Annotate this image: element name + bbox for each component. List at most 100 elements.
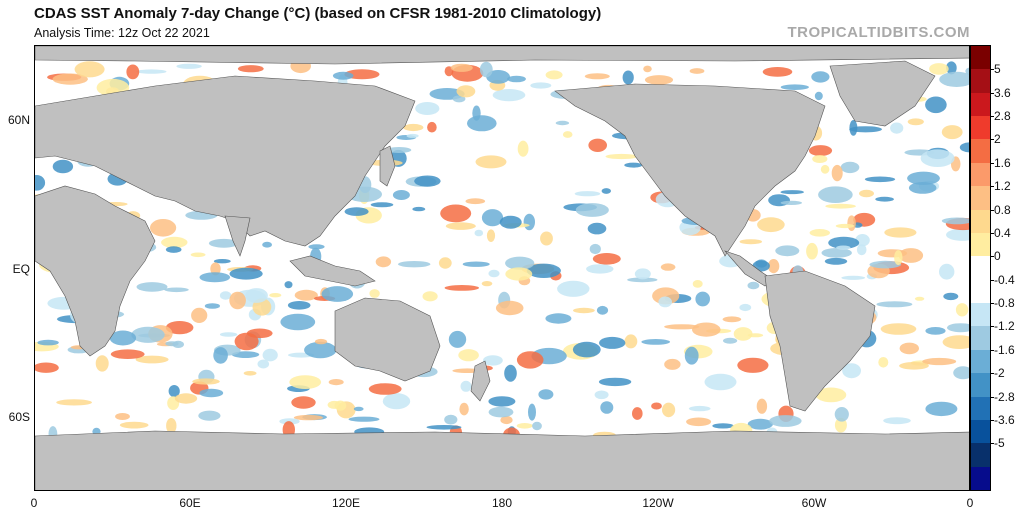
anomaly-patch (234, 332, 259, 351)
anomaly-patch (624, 334, 638, 349)
anomaly-patch (946, 61, 957, 75)
anomaly-patch (74, 61, 105, 78)
anomaly-patch (314, 338, 328, 345)
anomaly-patch (507, 75, 526, 83)
anomaly-patch (213, 259, 231, 264)
anomaly-patch (444, 414, 458, 425)
anomaly-patch (869, 260, 902, 269)
anomaly-patch (332, 71, 354, 80)
colorbar-tick (991, 303, 994, 305)
anomaly-patch (849, 126, 882, 133)
anomaly-patch (192, 378, 220, 385)
anomaly-patch (894, 250, 903, 266)
anomaly-patch (504, 364, 517, 382)
anomaly-patch (594, 390, 609, 400)
lon-label-120e: 120E (331, 496, 361, 510)
anomaly-patch (348, 416, 380, 422)
anomaly-patch (780, 190, 804, 195)
anomaly-patch (370, 202, 394, 208)
anomaly-patch (662, 402, 676, 418)
anomaly-patch (545, 70, 563, 80)
anomaly-patch (488, 269, 500, 278)
anomaly-patch (692, 280, 703, 288)
colorbar-segment (971, 373, 990, 398)
anomaly-patch (505, 256, 535, 270)
anomaly-patch (780, 200, 802, 205)
colorbar-label: 1.6 (994, 155, 1011, 170)
colorbar-segment (971, 232, 990, 257)
arctic-land (35, 46, 969, 65)
anomaly-patch (757, 217, 785, 233)
anomaly-patch (856, 244, 867, 256)
lon-label-0-right: 0 (966, 496, 974, 510)
anomaly-patch (166, 418, 177, 434)
colorbar-tick (991, 419, 994, 421)
anomaly-patch (308, 244, 325, 250)
anomaly-patch (479, 61, 493, 78)
colorbar-label: -2.8 (994, 389, 1015, 404)
anomaly-patch (899, 362, 929, 370)
anomaly-patch (841, 275, 866, 280)
australia-land (334, 297, 441, 382)
eurasia-land (35, 75, 416, 247)
anomaly-patch (460, 380, 472, 392)
colorbar-label: 3.6 (994, 85, 1011, 100)
maritime-continent-land (289, 255, 376, 287)
anomaly-patch (925, 96, 947, 114)
anomaly-patch (808, 145, 833, 157)
anomaly-patch (475, 155, 507, 169)
colorbar-label: 2.8 (994, 109, 1011, 124)
anomaly-patch (723, 337, 738, 344)
anomaly-patch (517, 140, 529, 157)
anomaly-patch (739, 303, 752, 312)
anomaly-patch (756, 398, 768, 414)
anomaly-patch (115, 413, 130, 420)
anomaly-patch (219, 332, 238, 337)
colorbar-segment (971, 419, 990, 444)
anomaly-patch (840, 161, 860, 174)
anomaly-patch (287, 301, 311, 310)
colorbar-tick (991, 186, 994, 188)
anomaly-patch (191, 307, 208, 323)
anomaly-patch (890, 122, 904, 134)
north-america-land (554, 83, 826, 257)
anomaly-patch (644, 75, 674, 85)
anomaly-patch (344, 207, 369, 216)
colorbar-segment (971, 46, 990, 70)
anomaly-patch (806, 242, 818, 260)
colorbar-label: 5 (994, 62, 1001, 77)
anomaly-patch (884, 227, 917, 238)
anomaly-patch (427, 121, 437, 133)
colorbar-label: 0.4 (994, 225, 1011, 240)
anomaly-patch (689, 68, 705, 74)
lon-label-60w: 60W (801, 496, 827, 510)
anomaly-patch (523, 213, 535, 231)
anomaly-patch (164, 287, 189, 293)
anomaly-patch (293, 414, 323, 421)
anomaly-patch (959, 142, 969, 153)
colorbar-label: -3.6 (994, 412, 1015, 427)
anomaly-patch (847, 215, 856, 231)
anomaly-patch (573, 307, 595, 314)
antarctica-land (35, 430, 969, 490)
anomaly-patch (284, 281, 293, 289)
anomaly-patch (237, 65, 264, 73)
anomaly-patch (624, 162, 643, 168)
colorbar-segment (971, 279, 990, 304)
lon-label-180: 180 (491, 496, 513, 510)
colorbar-segment (971, 256, 990, 281)
anomaly-patch (328, 379, 344, 386)
anomaly-patch (450, 63, 473, 72)
new-zealand-land (470, 360, 491, 402)
anomaly-patch (280, 313, 316, 331)
anomaly-patch (733, 327, 753, 341)
anomaly-patch (747, 418, 773, 430)
lat-label-60n: 60N (7, 113, 30, 127)
map-canvas (35, 46, 969, 490)
anomaly-patch (812, 155, 828, 163)
anomaly-patch (899, 342, 919, 355)
anomaly-patch (304, 341, 337, 359)
anomaly-patch (557, 280, 590, 297)
anomaly-patch (269, 293, 282, 298)
anomaly-patch (589, 243, 601, 255)
